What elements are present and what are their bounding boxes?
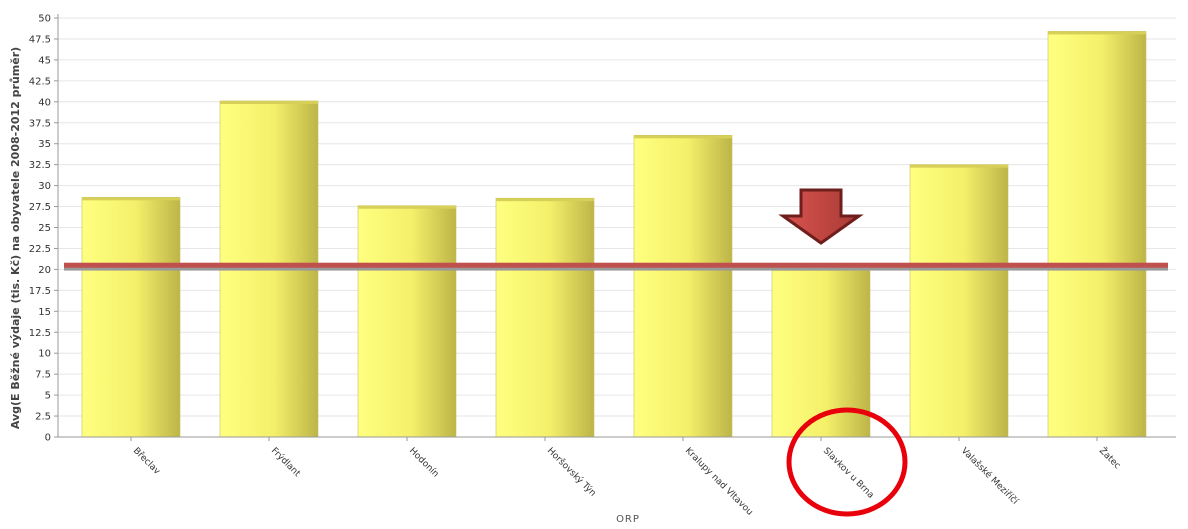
x-tick-label: Břeclav xyxy=(131,446,162,477)
y-tick-label: 0 xyxy=(45,433,51,444)
y-tick-label: 2.5 xyxy=(35,412,51,423)
x-tick-label: Frýdlant xyxy=(269,446,302,479)
bar-top-edge xyxy=(910,164,1008,168)
bar[interactable] xyxy=(1047,31,1147,438)
x-tick-label: Žatec xyxy=(1097,445,1124,472)
bar[interactable] xyxy=(81,197,181,438)
y-tick-label: 17.5 xyxy=(29,286,51,297)
y-tick-label: 37.5 xyxy=(29,118,51,129)
y-tick-label: 22.5 xyxy=(29,244,51,255)
y-tick-label: 30 xyxy=(38,181,51,192)
x-tick-label: Valašské Meziříčí xyxy=(959,445,1021,507)
y-tick-label: 50 xyxy=(38,14,51,25)
highlight-circle xyxy=(786,407,908,517)
bar-top-edge xyxy=(634,135,732,139)
y-tick-label: 40 xyxy=(38,97,51,108)
down-arrow-icon xyxy=(778,188,864,245)
y-tick-label: 35 xyxy=(38,139,51,150)
reference-line-red xyxy=(64,262,1168,268)
y-tick-label: 5 xyxy=(45,391,51,402)
bar[interactable] xyxy=(495,197,595,438)
y-tick-label: 12.5 xyxy=(29,328,51,339)
x-tick-label: Horšovský Týn xyxy=(545,445,598,498)
y-tick-label: 20 xyxy=(38,265,51,276)
bar-top-edge xyxy=(220,100,318,104)
bar-top-edge xyxy=(496,198,594,202)
y-tick-label: 45 xyxy=(38,55,51,66)
y-tick-label: 47.5 xyxy=(29,34,51,45)
x-tick-label: Slavkov u Brna xyxy=(821,446,876,501)
bar-top-edge xyxy=(82,197,180,201)
bar[interactable] xyxy=(909,164,1009,438)
y-tick-label: 27.5 xyxy=(29,202,51,213)
y-tick-label: 10 xyxy=(38,349,51,360)
x-tick-label: Kralupy nad Vltavou xyxy=(683,446,755,518)
bar[interactable] xyxy=(357,205,457,438)
x-axis-title: ORP xyxy=(616,514,640,524)
bar-top-edge xyxy=(358,205,456,209)
reference-line-gray xyxy=(64,266,1168,271)
y-tick-label: 25 xyxy=(38,223,51,234)
y-tick-label: 7.5 xyxy=(35,370,51,381)
x-tick-label: Hodonín xyxy=(407,446,441,480)
y-tick-label: 15 xyxy=(38,307,51,318)
bar[interactable] xyxy=(633,135,733,438)
bar-top-edge xyxy=(1048,31,1146,35)
y-tick-label: 32.5 xyxy=(29,160,51,171)
y-tick-label: 42.5 xyxy=(29,76,51,87)
y-axis-title: Avg(E Běžné výdaje (tis. Kč) na obyvatel… xyxy=(9,47,22,429)
